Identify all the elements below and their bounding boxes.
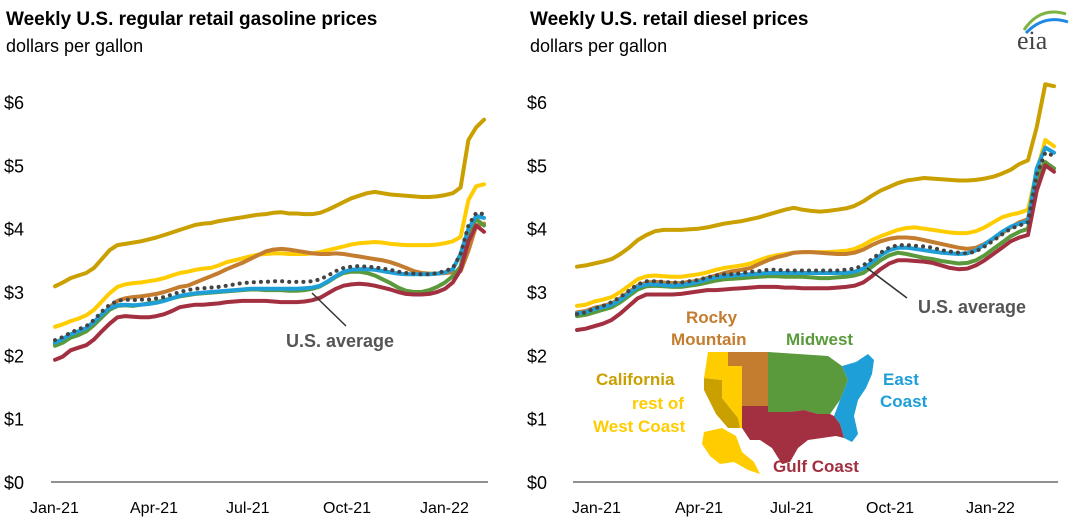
diesel-chart-title: Weekly U.S. retail diesel prices xyxy=(530,9,808,30)
gasoline-chart-subtitle: dollars per gallon xyxy=(6,36,143,56)
east-coast-shape xyxy=(834,354,874,442)
x-tick-label: Jan-21 xyxy=(572,500,621,517)
california-label: California xyxy=(596,370,675,389)
x-tick-label: Oct-21 xyxy=(323,500,371,517)
series-line-california xyxy=(53,117,486,289)
rocky-label-line1: Rocky xyxy=(686,308,738,327)
series-line-us xyxy=(53,210,486,343)
y-tick-label: $2 xyxy=(527,346,547,366)
gulf-coast-shape xyxy=(742,406,844,464)
gasoline-annotation-pointer xyxy=(311,292,347,327)
y-tick-label: $4 xyxy=(4,220,24,240)
gulf-coast-label: Gulf Coast xyxy=(773,457,859,476)
y-tick-label: $1 xyxy=(527,410,547,430)
gasoline-chart: Weekly U.S. regular retail gasoline pric… xyxy=(4,9,488,517)
y-tick-label: $5 xyxy=(527,156,547,176)
x-tick-label: Apr-21 xyxy=(675,500,723,517)
midwest-shape xyxy=(768,352,848,414)
gasoline-chart-title: Weekly U.S. regular retail gasoline pric… xyxy=(6,9,377,30)
series-line-rocky xyxy=(53,221,486,346)
series-line-east xyxy=(53,214,486,345)
x-tick-label: Jan-22 xyxy=(966,500,1015,517)
gasoline-x-axis: Jan-21 Apr-21 Jul-21 Oct-21 Jan-22 xyxy=(30,500,469,517)
x-tick-label: Apr-21 xyxy=(130,500,178,517)
diesel-annotation-pointer xyxy=(866,267,908,299)
diesel-y-axis: $0 $1 $2 $3 $4 $5 $6 xyxy=(527,93,547,493)
x-tick-label: Jan-22 xyxy=(420,500,469,517)
x-tick-label: Oct-21 xyxy=(866,500,914,517)
east-label-line1: East xyxy=(883,370,919,389)
eia-logo-text: eia xyxy=(1017,26,1048,55)
rest-west-shape xyxy=(704,352,742,428)
y-tick-label: $4 xyxy=(527,220,547,240)
california-shape xyxy=(704,378,740,428)
rest-west-label-line1: rest of xyxy=(632,394,684,413)
gasoline-us-average-label: U.S. average xyxy=(286,331,394,351)
gasoline-series-lines xyxy=(53,117,486,362)
x-tick-label: Jul-21 xyxy=(770,500,814,517)
y-tick-label: $3 xyxy=(527,283,547,303)
gasoline-y-axis: $0 $1 $2 $3 $4 $5 $6 xyxy=(4,93,24,493)
y-tick-label: $1 xyxy=(4,410,24,430)
diesel-chart-subtitle: dollars per gallon xyxy=(530,36,667,56)
rest-west-label-line2: West Coast xyxy=(593,417,686,436)
series-line-california xyxy=(575,82,1056,269)
alaska-shape xyxy=(702,428,760,474)
diesel-chart: Weekly U.S. retail diesel prices dollars… xyxy=(527,9,1058,517)
y-tick-label: $0 xyxy=(527,473,547,493)
series-line-us xyxy=(575,150,1056,317)
east-label-line2: Coast xyxy=(880,392,928,411)
series-line-east xyxy=(575,145,1056,316)
rocky-mountain-shape xyxy=(728,352,768,406)
series-line-rocky xyxy=(575,160,1056,315)
series-line-gulf xyxy=(575,163,1056,332)
diesel-us-average-label: U.S. average xyxy=(918,297,1026,317)
x-tick-label: Jan-21 xyxy=(30,500,79,517)
y-tick-label: $3 xyxy=(4,283,24,303)
us-region-map: Rocky Mountain Midwest East Coast Califo… xyxy=(593,308,928,476)
y-tick-label: $6 xyxy=(527,93,547,113)
series-line-rest-west xyxy=(53,182,486,329)
y-tick-label: $2 xyxy=(4,346,24,366)
y-tick-label: $6 xyxy=(4,93,24,113)
series-line-gulf xyxy=(53,223,486,362)
x-tick-label: Jul-21 xyxy=(226,500,270,517)
y-tick-label: $5 xyxy=(4,156,24,176)
rocky-label-line2: Mountain xyxy=(671,330,747,349)
diesel-x-axis: Jan-21 Apr-21 Jul-21 Oct-21 Jan-22 xyxy=(572,500,1015,517)
diesel-series-lines xyxy=(575,82,1056,332)
eia-logo: eia xyxy=(1017,10,1069,55)
midwest-label: Midwest xyxy=(786,330,853,349)
y-tick-label: $0 xyxy=(4,473,24,493)
